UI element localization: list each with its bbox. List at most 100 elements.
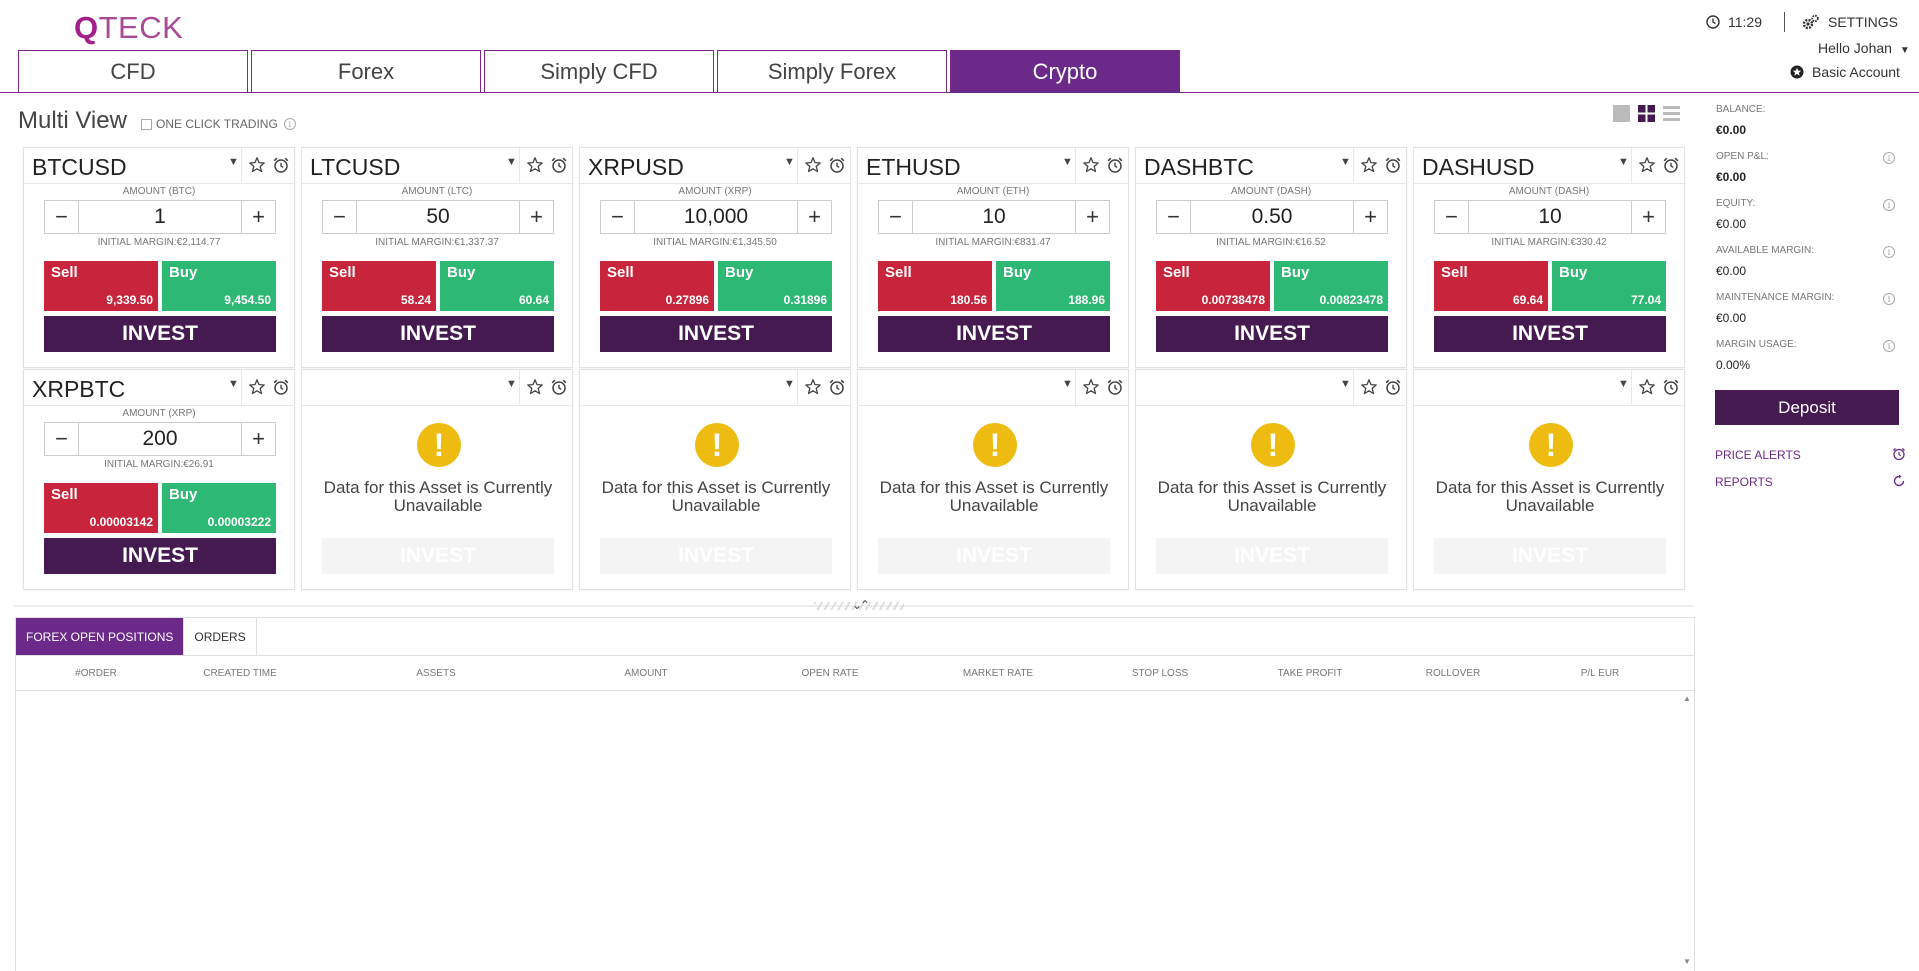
sell-button[interactable]: Sell 58.24 (322, 261, 436, 311)
col-created-time[interactable]: CREATED TIME (203, 668, 277, 679)
decrease-amount-button[interactable]: − (1157, 201, 1191, 233)
grid-view-icon[interactable] (1637, 104, 1656, 123)
price-alert-icon[interactable] (272, 156, 290, 174)
price-alert-icon[interactable] (1662, 156, 1680, 174)
one-click-trading[interactable]: ONE CLICK TRADING i (141, 117, 296, 131)
settings-button[interactable]: SETTINGS (1802, 14, 1898, 30)
decrease-amount-button[interactable]: − (879, 201, 913, 233)
invest-button[interactable]: INVEST (1156, 316, 1388, 352)
single-view-icon[interactable] (1612, 104, 1631, 123)
chevron-down-icon[interactable]: ▼ (506, 156, 517, 168)
sell-button[interactable]: Sell 0.00003142 (44, 483, 158, 533)
amount-input[interactable]: 10,000 (683, 205, 749, 228)
amount-input[interactable]: 200 (142, 427, 178, 450)
decrease-amount-button[interactable]: − (323, 201, 357, 233)
col-amount[interactable]: AMOUNT (624, 668, 668, 679)
chevron-down-icon[interactable]: ▼ (1062, 156, 1073, 168)
price-alert-icon[interactable] (550, 156, 568, 174)
sell-button[interactable]: Sell 9,339.50 (44, 261, 158, 311)
deposit-button[interactable]: Deposit (1715, 390, 1899, 425)
widget-symbol[interactable]: XRPUSD (588, 154, 684, 180)
favorite-star-icon[interactable] (248, 156, 266, 174)
widget-symbol[interactable]: DASHUSD (1422, 154, 1535, 180)
price-alert-icon[interactable] (1384, 378, 1402, 396)
favorite-star-icon[interactable] (804, 378, 822, 396)
list-view-icon[interactable] (1662, 104, 1681, 123)
price-alert-icon[interactable] (828, 156, 846, 174)
tab-simply-forex[interactable]: Simply Forex (717, 50, 947, 92)
decrease-amount-button[interactable]: − (601, 201, 635, 233)
col-market-rate[interactable]: MARKET RATE (962, 668, 1034, 679)
invest-button[interactable]: INVEST (44, 316, 276, 352)
buy-button[interactable]: Buy 60.64 (440, 261, 554, 311)
favorite-star-icon[interactable] (1360, 378, 1378, 396)
chevron-down-icon[interactable]: ▼ (1618, 378, 1629, 390)
favorite-star-icon[interactable] (804, 156, 822, 174)
buy-button[interactable]: Buy 188.96 (996, 261, 1110, 311)
invest-button[interactable]: INVEST (322, 316, 554, 352)
tab-simply-cfd[interactable]: Simply CFD (484, 50, 714, 92)
price-alert-icon[interactable] (550, 378, 568, 396)
expand-collapse-icon[interactable]: ⌄⌃ (852, 598, 870, 612)
sell-button[interactable]: Sell 0.00738478 (1156, 261, 1270, 311)
chevron-down-icon[interactable]: ▼ (1340, 378, 1351, 390)
price-alert-icon[interactable] (1106, 156, 1124, 174)
widget-symbol[interactable]: LTCUSD (310, 154, 401, 180)
chevron-down-icon[interactable]: ▼ (506, 378, 517, 390)
buy-button[interactable]: Buy 0.31896 (718, 261, 832, 311)
tab-forex[interactable]: Forex (251, 50, 481, 92)
sell-button[interactable]: Sell 180.56 (878, 261, 992, 311)
col-pl-eur[interactable]: P/L EUR (1580, 668, 1620, 679)
buy-button[interactable]: Buy 9,454.50 (162, 261, 276, 311)
invest-button[interactable]: INVEST (44, 538, 276, 574)
widget-symbol[interactable]: DASHBTC (1144, 154, 1254, 180)
price-alert-icon[interactable] (272, 378, 290, 396)
amount-input[interactable]: 50 (426, 205, 450, 228)
buy-button[interactable]: Buy 0.00003222 (162, 483, 276, 533)
decrease-amount-button[interactable]: − (1435, 201, 1469, 233)
chevron-down-icon[interactable]: ▼ (228, 378, 239, 390)
reports-link[interactable]: REPORTS (1715, 475, 1773, 489)
positions-scrollbar[interactable]: ▲ ▼ (1680, 692, 1694, 971)
tab-cfd[interactable]: CFD (18, 50, 248, 92)
increase-amount-button[interactable]: + (1631, 201, 1665, 233)
buy-button[interactable]: Buy 77.04 (1552, 261, 1666, 311)
sell-button[interactable]: Sell 69.64 (1434, 261, 1548, 311)
tab-forex-open-positions[interactable]: FOREX OPEN POSITIONS (16, 618, 185, 655)
favorite-star-icon[interactable] (1360, 156, 1378, 174)
price-alerts-link[interactable]: PRICE ALERTS (1715, 448, 1801, 462)
chevron-down-icon[interactable]: ▼ (228, 156, 239, 168)
increase-amount-button[interactable]: + (519, 201, 553, 233)
favorite-star-icon[interactable] (248, 378, 266, 396)
favorite-star-icon[interactable] (1638, 156, 1656, 174)
col-assets[interactable]: ASSETS (416, 668, 456, 679)
amount-input[interactable]: 1 (154, 205, 166, 228)
user-menu[interactable]: Hello Johan ▼ (1818, 40, 1910, 56)
scroll-up-icon[interactable]: ▲ (1683, 694, 1691, 703)
widget-symbol[interactable]: ETHUSD (866, 154, 961, 180)
col-open-rate[interactable]: OPEN RATE (801, 668, 859, 679)
increase-amount-button[interactable]: + (241, 423, 275, 455)
alarm-clock-icon[interactable] (1892, 447, 1906, 461)
widget-symbol[interactable]: XRPBTC (32, 376, 126, 402)
favorite-star-icon[interactable] (1638, 378, 1656, 396)
chevron-down-icon[interactable]: ▼ (1618, 156, 1629, 168)
amount-input[interactable]: 0.50 (1251, 205, 1293, 228)
invest-button[interactable]: INVEST (600, 316, 832, 352)
sell-button[interactable]: Sell 0.27896 (600, 261, 714, 311)
chevron-down-icon[interactable]: ▼ (1340, 156, 1351, 168)
chevron-down-icon[interactable]: ▼ (784, 156, 795, 168)
tab-orders[interactable]: ORDERS (184, 618, 257, 655)
account-type[interactable]: Basic Account (1790, 64, 1900, 80)
increase-amount-button[interactable]: + (1353, 201, 1387, 233)
increase-amount-button[interactable]: + (1075, 201, 1109, 233)
chevron-down-icon[interactable]: ▼ (1062, 378, 1073, 390)
brand-logo[interactable]: QTECK (74, 10, 183, 46)
favorite-star-icon[interactable] (526, 156, 544, 174)
invest-button[interactable]: INVEST (1434, 316, 1666, 352)
decrease-amount-button[interactable]: − (45, 423, 79, 455)
col-rollover[interactable]: ROLLOVER (1425, 668, 1481, 679)
price-alert-icon[interactable] (1384, 156, 1402, 174)
col-order[interactable]: #ORDER (75, 668, 117, 679)
favorite-star-icon[interactable] (526, 378, 544, 396)
